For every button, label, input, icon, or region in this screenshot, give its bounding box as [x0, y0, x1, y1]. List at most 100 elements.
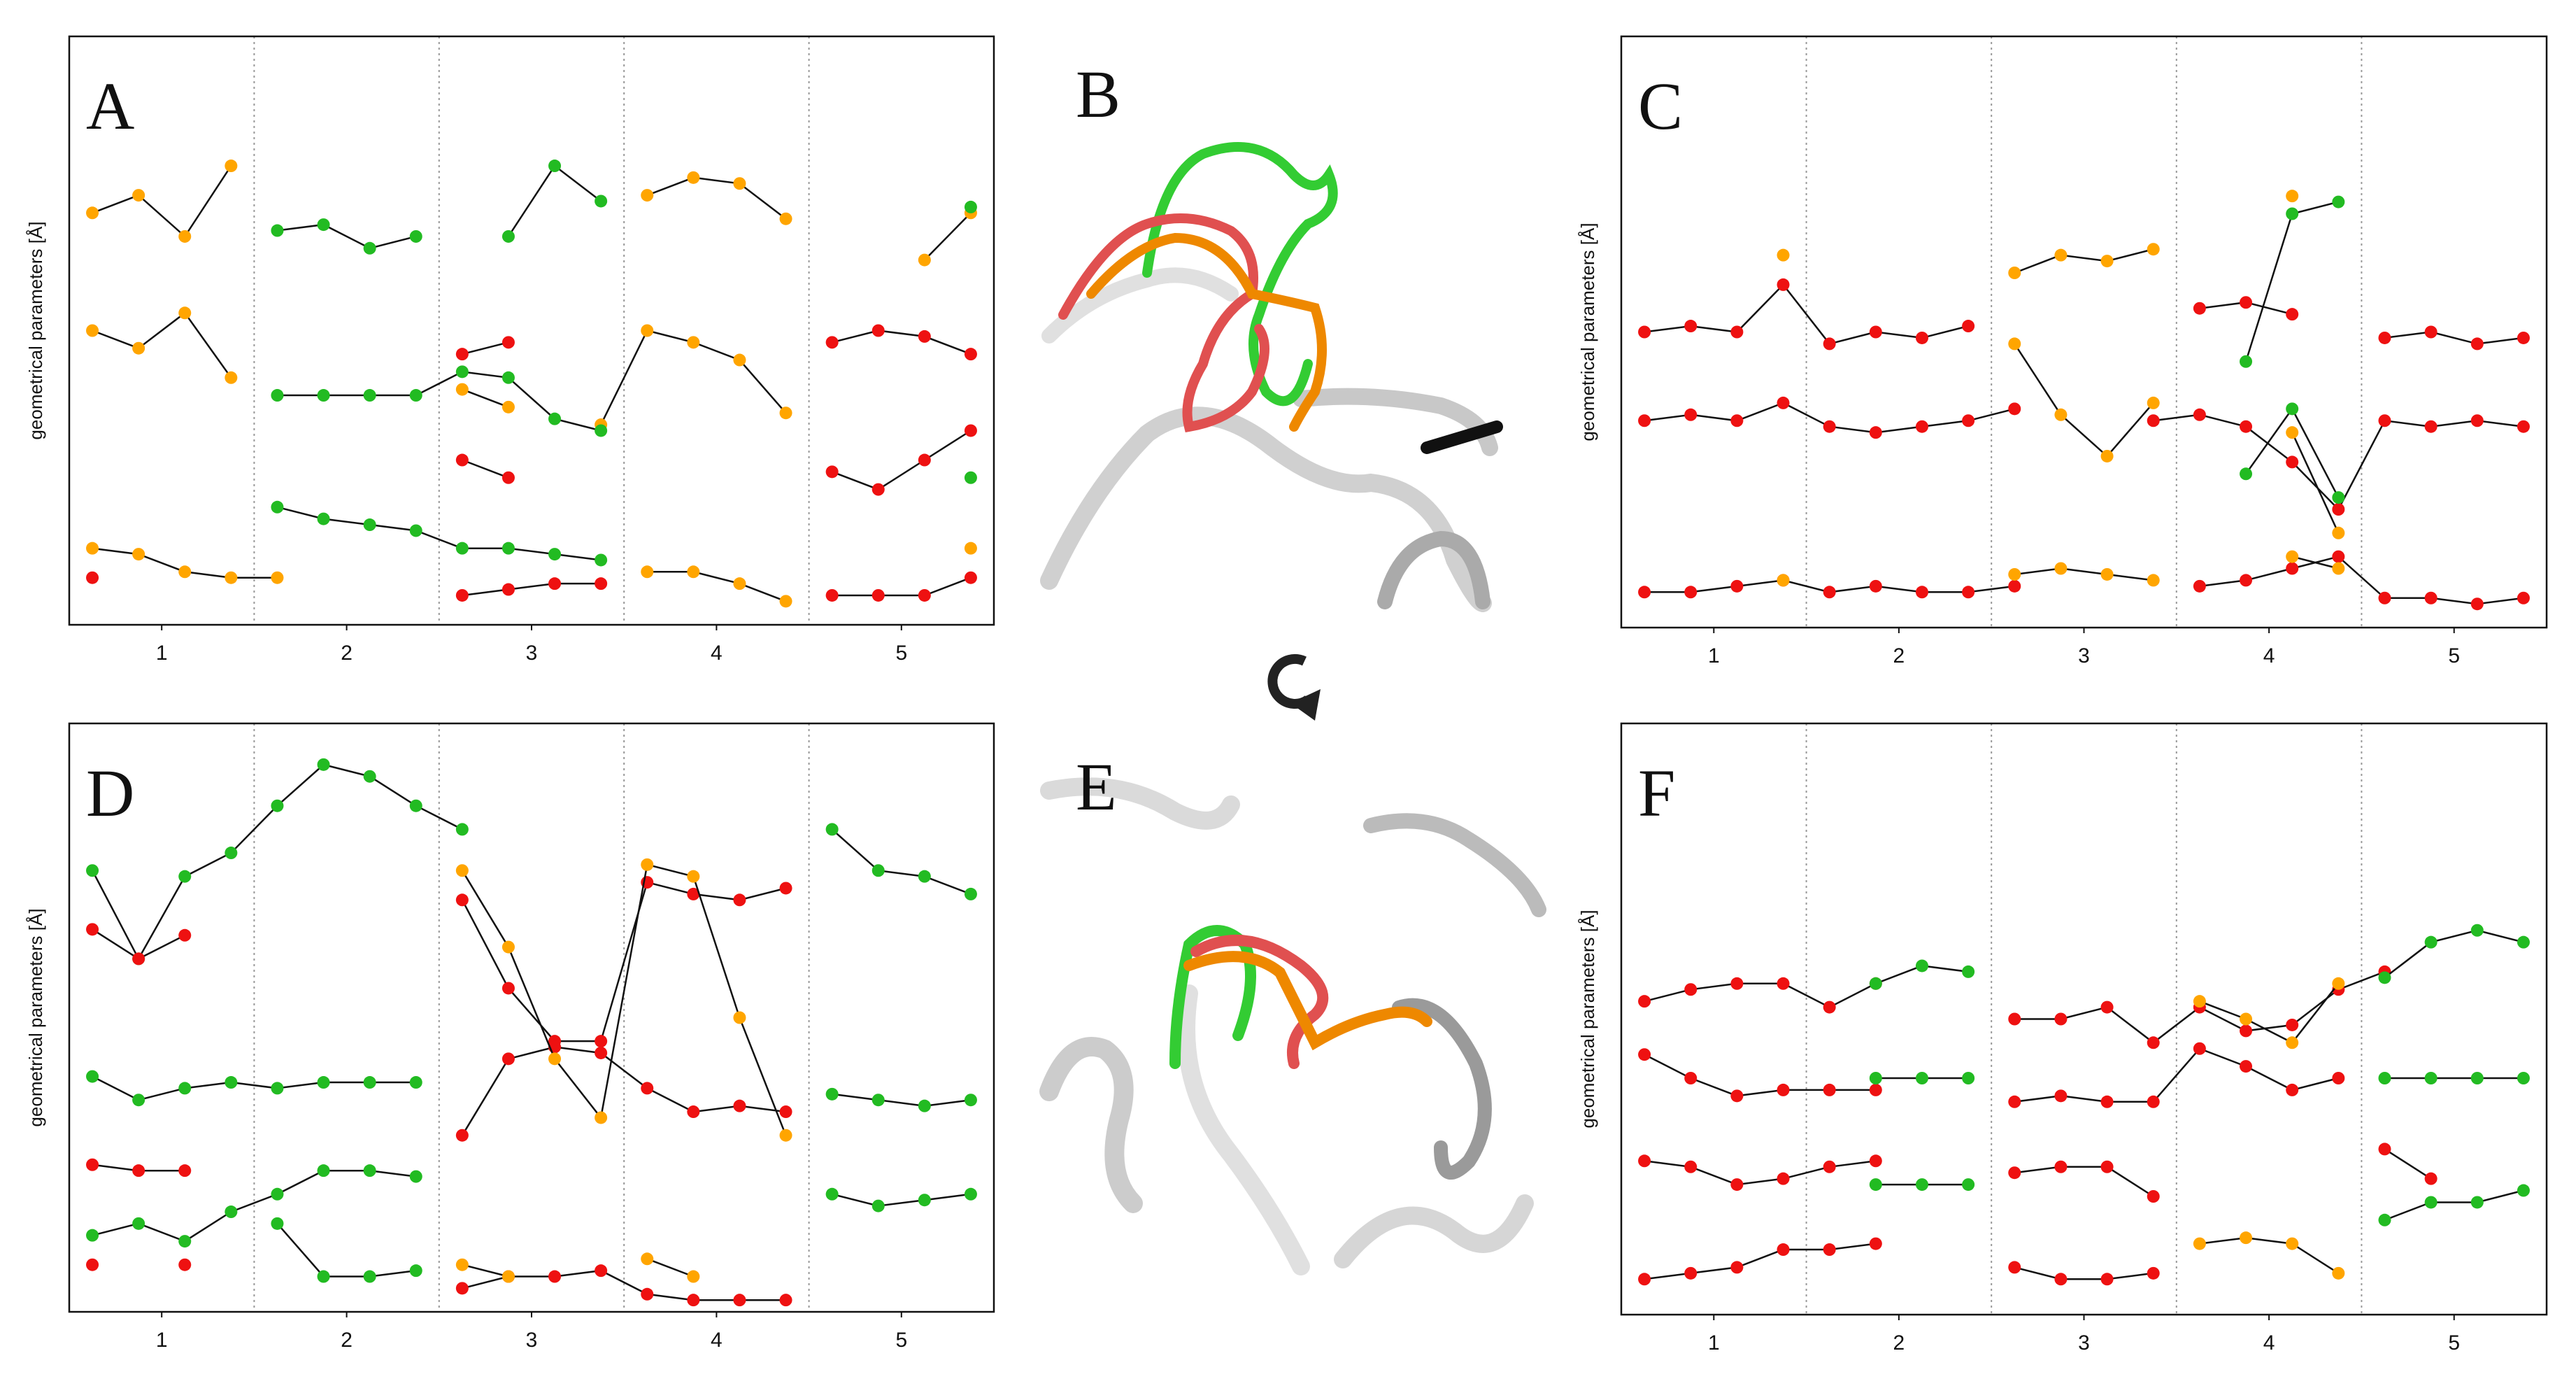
- point: [2332, 503, 2345, 516]
- point: [1915, 959, 1928, 973]
- point: [2378, 1143, 2391, 1156]
- point: [1869, 325, 1882, 339]
- point: [964, 542, 977, 555]
- point: [86, 542, 99, 555]
- series-line: [1644, 1243, 2154, 1280]
- point: [595, 1111, 608, 1124]
- point: [132, 341, 145, 355]
- point: [1777, 1083, 1790, 1096]
- point: [363, 1270, 376, 1283]
- point: [2470, 414, 2484, 427]
- point: [225, 1076, 238, 1089]
- point: [2332, 1266, 2345, 1280]
- point: [825, 465, 839, 479]
- point: [918, 1099, 931, 1112]
- point: [595, 1046, 608, 1059]
- point: [641, 1287, 654, 1301]
- point: [1777, 1172, 1790, 1185]
- x-tick-label: 3: [526, 642, 538, 665]
- loop-orange: [1086, 232, 1327, 432]
- point: [1684, 320, 1698, 333]
- point: [2332, 1072, 2345, 1084]
- point: [2147, 1266, 2160, 1280]
- point: [271, 1187, 284, 1201]
- point: [86, 1158, 99, 1171]
- x-tick-label: 5: [895, 642, 907, 665]
- point: [1869, 977, 1882, 990]
- point: [1638, 1154, 1651, 1168]
- point: [964, 887, 977, 900]
- series-line: [92, 881, 786, 1042]
- point: [733, 893, 746, 907]
- x-tick-label: 1: [156, 642, 168, 665]
- point: [2054, 1089, 2068, 1103]
- x-tick-label: 5: [2448, 1331, 2460, 1355]
- point: [687, 565, 700, 579]
- x-tick-label: 1: [1708, 644, 1720, 667]
- point: [687, 1105, 700, 1119]
- point: [86, 324, 99, 337]
- structure-e: [1039, 777, 1546, 1275]
- point: [2517, 1184, 2530, 1197]
- point: [1730, 579, 1744, 593]
- series-line: [1644, 970, 2385, 1044]
- point: [2100, 255, 2114, 268]
- series-line: [2014, 196, 2292, 273]
- point: [225, 160, 238, 173]
- point: [871, 864, 885, 877]
- point: [1777, 1243, 1790, 1257]
- point: [1730, 325, 1744, 339]
- x-tick-label: 2: [1893, 644, 1905, 667]
- x-tick-label: 3: [526, 1329, 538, 1352]
- point: [2054, 1160, 2068, 1173]
- point: [132, 1217, 145, 1230]
- point: [2517, 1072, 2530, 1084]
- point: [2470, 924, 2484, 937]
- point: [918, 1194, 931, 1207]
- point: [779, 595, 792, 608]
- point: [1915, 420, 1928, 433]
- panel-letter: E: [1076, 749, 1117, 824]
- rotate-icon: [1267, 653, 1321, 721]
- point: [1730, 977, 1744, 990]
- point: [271, 1082, 284, 1095]
- series-line: [1644, 1047, 2339, 1103]
- point: [178, 306, 192, 320]
- point: [964, 1094, 977, 1107]
- point: [501, 471, 515, 484]
- series-line: [2014, 343, 2340, 534]
- point: [1684, 408, 1698, 421]
- point: [2470, 1196, 2484, 1209]
- series-line: [92, 165, 972, 261]
- point: [501, 940, 515, 954]
- point: [1730, 414, 1744, 427]
- point: [455, 542, 469, 555]
- point: [86, 1070, 99, 1083]
- point: [918, 453, 931, 467]
- point: [2424, 935, 2438, 949]
- point: [779, 882, 792, 895]
- point: [2240, 1231, 2253, 1245]
- point: [1962, 1072, 1975, 1084]
- point: [1962, 1178, 1975, 1191]
- ribbon: [1041, 267, 1239, 344]
- point: [825, 1087, 839, 1101]
- point: [2286, 1018, 2299, 1031]
- point: [1823, 420, 1836, 433]
- point: [1869, 1178, 1882, 1191]
- point: [132, 1094, 145, 1107]
- point: [964, 1187, 977, 1201]
- point: [2332, 550, 2345, 563]
- point: [964, 424, 977, 437]
- series-line: [2199, 1236, 2339, 1274]
- point: [501, 400, 515, 413]
- x-tick-label: 4: [2263, 644, 2275, 667]
- x-tick-label: 4: [711, 642, 723, 665]
- point: [2286, 455, 2299, 469]
- point: [1638, 586, 1651, 599]
- point: [2193, 579, 2206, 593]
- point: [409, 799, 422, 812]
